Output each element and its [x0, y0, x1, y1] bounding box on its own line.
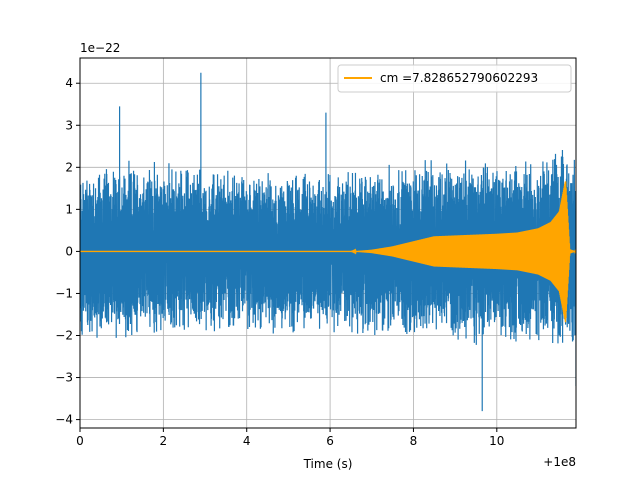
y-tick-label: 4 [65, 76, 73, 90]
x-tick-label: 0 [76, 434, 84, 448]
y-tick-label: 1 [65, 202, 73, 216]
x-tick-label: 4 [243, 434, 251, 448]
y-tick-label: 0 [65, 244, 73, 258]
series-layer [80, 72, 576, 412]
legend: cm =7.828652790602293 [337, 64, 572, 93]
plot-frame [79, 57, 577, 429]
x-offset-label: +1e8 [543, 455, 576, 469]
x-tick-label: 8 [410, 434, 418, 448]
y-scale-label: 1e−22 [80, 41, 120, 55]
series-chirp [80, 181, 576, 323]
legend-box [337, 64, 572, 93]
y-tick-label: −2 [55, 329, 73, 343]
x-tick-label: 10 [489, 434, 504, 448]
y-tick-label: −4 [55, 413, 73, 427]
x-tick-label: 6 [326, 434, 334, 448]
y-tick-label: −3 [55, 371, 73, 385]
y-tick-label: −1 [55, 286, 73, 300]
series-noise [80, 72, 576, 412]
x-tick-label: 2 [160, 434, 168, 448]
y-tick-label: 3 [65, 118, 73, 132]
axis-ticks: 0 2 4 6 8 10 −4 −3 −2 −1 0 1 2 3 4 [55, 76, 504, 448]
y-tick-label: 2 [65, 160, 73, 174]
legend-label-cm: cm =7.828652790602293 [380, 71, 538, 85]
x-axis-label: Time (s) [303, 457, 353, 471]
